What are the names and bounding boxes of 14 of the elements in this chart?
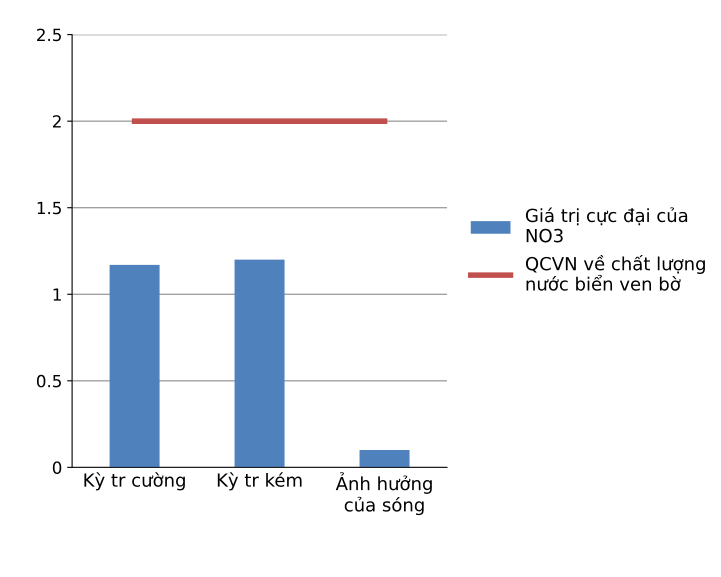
y-tick-label: 1	[54, 288, 61, 301]
y-tick-label: 0.5	[36, 374, 61, 388]
y-tick-label: 2	[52, 115, 61, 128]
bar	[110, 264, 160, 468]
x-tick-label: Kỳ tr cường	[84, 472, 185, 490]
bar	[360, 450, 410, 468]
x-tick-label: Ảnh hưởng của sóng	[336, 472, 432, 516]
y-tick-label: 1.5	[38, 202, 61, 214]
x-tick-label: Kỳ tr kém	[218, 472, 302, 490]
legend-label: Giá trị cực đại của NO3	[526, 207, 688, 242]
y-tick-label: 2.5	[37, 28, 61, 42]
legend-label: QCVN về chất lượng nước biển ven bờ	[526, 254, 705, 291]
bar	[234, 260, 285, 468]
y-tick-label: 0	[52, 461, 62, 474]
